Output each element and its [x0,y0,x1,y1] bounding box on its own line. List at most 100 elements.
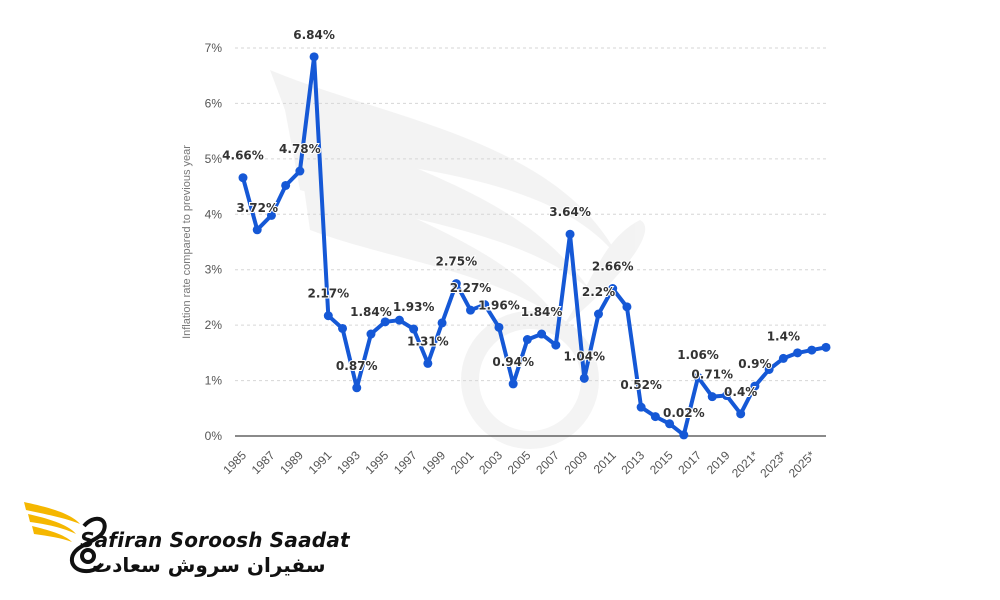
x-tick-label: 2009 [562,448,591,477]
x-tick-label: 1985 [220,448,249,477]
y-tick-label: 2% [205,318,223,332]
data-point [494,322,504,332]
data-label: 0.4% [724,385,757,399]
x-tick-label: 1993 [334,448,363,477]
data-label: 1.84% [350,305,392,319]
x-tick-label: 2015 [647,448,676,477]
brand-name-persian: سفیران سروش سعادت [92,553,326,577]
data-point [579,373,589,383]
y-tick-label: 0% [205,429,223,443]
data-points [238,52,831,440]
data-label: 0.52% [620,378,662,392]
data-point [537,329,547,339]
data-point [636,402,646,412]
data-point [551,340,561,350]
data-point [821,342,831,352]
data-label: 3.64% [549,205,591,219]
data-point [778,353,788,363]
data-label: 2.2% [582,285,615,299]
data-label: 1.84% [521,305,563,319]
data-point [736,409,746,419]
data-label: 0.94% [492,355,534,369]
data-point [750,381,760,391]
data-point [238,173,248,183]
data-point [409,324,419,334]
data-label: 0.02% [663,406,705,420]
x-tick-label: 2021* [729,448,761,480]
y-axis-title: Inflation rate compared to previous year [181,145,193,339]
data-label: 1.93% [393,300,435,314]
data-point [721,391,731,401]
data-point [793,348,803,358]
x-tick-label: 1999 [419,448,448,477]
data-label: 0.87% [336,359,378,373]
x-tick-label: 2005 [505,448,534,477]
data-label: 2.66% [592,260,634,274]
y-tick-label: 7% [205,41,223,55]
grid-lines [235,47,826,382]
data-point [323,311,333,321]
data-point [281,180,291,190]
data-point [380,317,390,327]
data-point [665,419,675,429]
data-label: 1.31% [407,334,449,348]
data-label: 2.17% [307,287,349,301]
data-point [437,318,447,328]
x-tick-label: 2019 [704,448,733,477]
phoenix-wing-logo [24,502,107,574]
data-label: 4.78% [279,142,321,156]
data-point [650,412,660,422]
data-point [707,392,717,402]
data-point [522,335,532,345]
data-point [394,315,404,325]
data-label: 2.27% [450,281,492,295]
data-point [508,379,518,389]
x-tick-label: 2025* [786,448,818,480]
data-label: 6.84% [293,28,335,42]
data-point [622,302,632,312]
data-label: 1.04% [563,349,605,363]
data-label: 4.66% [222,149,264,163]
x-tick-label: 1989 [277,448,306,477]
x-tick-label: 1997 [391,448,420,477]
data-point [366,329,376,339]
data-point [309,52,319,62]
data-label: 2.75% [435,255,477,269]
x-tick-label: 2017 [675,448,704,477]
data-label: 1.4% [767,329,800,343]
y-tick-label: 1% [205,374,223,388]
brand-name-english: Safiran Soroosh Saadat [80,528,350,552]
x-tick-label: 2013 [618,448,647,477]
watermark-logo [270,70,646,449]
data-point [338,323,348,333]
data-label: 1.96% [478,298,520,312]
y-tick-label: 5% [205,152,223,166]
wing-icon [24,502,80,542]
data-point [764,364,774,374]
y-tick-label: 6% [205,96,223,110]
y-tick-label: 4% [205,207,223,221]
data-point [807,345,817,355]
x-tick-label: 2007 [533,448,562,477]
x-tick-label: 2011 [591,448,619,476]
data-point [451,279,461,289]
x-tick-label: 1991 [306,448,335,477]
y-tick-label: 3% [205,263,223,277]
data-point [423,358,433,368]
data-point [565,229,575,239]
y-axis-ticks: 0% 1% 2% 3% 4% 5% 6% 7% [205,41,223,443]
data-label: 0.71% [691,368,733,382]
x-tick-label: 2023* [757,448,789,480]
data-point [295,166,305,176]
x-tick-label: 2003 [476,448,505,477]
swirl-icon [69,516,107,574]
data-label: 0.9% [738,357,771,371]
data-point [266,210,276,220]
data-labels: 4.66%3.72%4.78%6.84%2.17%0.87%1.84% 1.93%… [221,27,801,421]
data-point [593,309,603,319]
x-tick-label: 1995 [363,448,392,477]
data-label: 1.06% [677,348,719,362]
x-tick-label: 2001 [448,448,477,477]
data-point [679,430,689,440]
